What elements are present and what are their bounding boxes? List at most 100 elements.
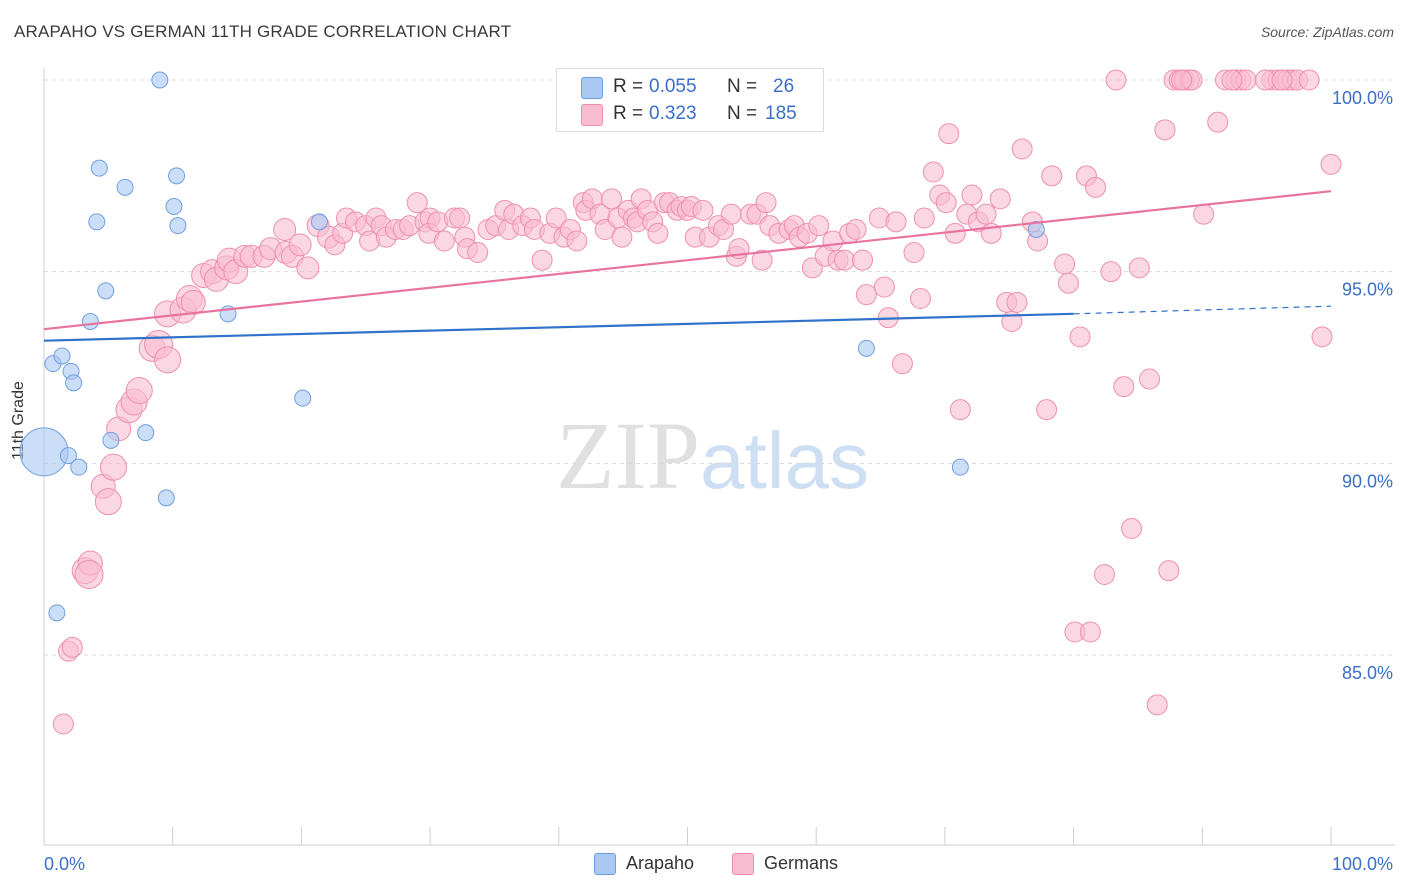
arapaho-point bbox=[48, 604, 66, 622]
germans-point bbox=[885, 211, 907, 233]
arapaho-point bbox=[310, 213, 328, 231]
germans-point bbox=[938, 123, 960, 145]
arapaho-point bbox=[88, 213, 106, 231]
germans-point bbox=[961, 184, 983, 206]
stats-legend: R = 0.055 N = 26 R = 0.323 N = 185 bbox=[556, 68, 824, 132]
arapaho-point bbox=[81, 313, 99, 330]
germans-point bbox=[1041, 165, 1063, 187]
x-tick-label-max: 100.0% bbox=[1332, 854, 1393, 874]
germans-point bbox=[1271, 69, 1293, 91]
legend-n-label: N = bbox=[727, 103, 758, 124]
germans-point bbox=[1139, 368, 1161, 390]
legend-n-value: 185 bbox=[765, 103, 797, 124]
source-label: Source: ZipAtlas.com bbox=[1260, 24, 1394, 40]
watermark: ZIPatlas bbox=[556, 400, 869, 511]
legend-n-label: N = bbox=[727, 76, 758, 97]
germans-point bbox=[913, 207, 935, 229]
germans-point bbox=[720, 203, 742, 225]
trend-lines bbox=[43, 190, 1332, 342]
germans-point bbox=[873, 276, 895, 298]
arapaho-point bbox=[97, 282, 115, 300]
legend-n-value: 26 bbox=[773, 76, 795, 97]
germans-point bbox=[944, 222, 966, 244]
germans-point bbox=[1158, 560, 1180, 582]
bottom-legend-swatch-arapaho bbox=[594, 853, 616, 875]
germans-point bbox=[74, 560, 104, 589]
germans-point bbox=[755, 192, 777, 214]
germans-point bbox=[449, 207, 471, 229]
germans-point bbox=[1084, 176, 1106, 198]
arapaho-point bbox=[1027, 221, 1045, 238]
germans-point bbox=[1146, 694, 1168, 716]
legend-r-value: 0.323 bbox=[649, 103, 697, 124]
arapaho-point bbox=[151, 71, 169, 89]
germans-point bbox=[1105, 69, 1127, 91]
arapaho-point bbox=[137, 424, 155, 442]
germans-point bbox=[903, 242, 925, 263]
points bbox=[19, 69, 1342, 735]
germans-point bbox=[1171, 69, 1193, 91]
germans-point bbox=[1100, 261, 1122, 283]
germans-point bbox=[751, 249, 773, 271]
germans-point bbox=[296, 256, 320, 280]
arapaho-trend-line bbox=[43, 312, 1074, 342]
arapaho-point bbox=[70, 458, 88, 476]
legend-r-label: R = bbox=[613, 76, 644, 97]
tick-labels: 85.0% 90.0% 95.0% 100.0% 0.0% 100.0% bbox=[44, 88, 1393, 874]
germans-point bbox=[1193, 203, 1215, 225]
germans-point bbox=[949, 399, 971, 421]
arapaho-point bbox=[857, 339, 875, 357]
germans-point bbox=[1079, 621, 1101, 643]
arapaho-point bbox=[951, 458, 969, 476]
x-tick-label-min: 0.0% bbox=[44, 854, 85, 874]
germans-point bbox=[288, 233, 312, 257]
germans-trend-line bbox=[43, 190, 1332, 331]
germans-point bbox=[154, 346, 182, 374]
germans-point bbox=[1311, 326, 1333, 348]
arapaho-trend-extension bbox=[1073, 305, 1332, 315]
germans-point bbox=[845, 219, 867, 240]
germans-point bbox=[52, 713, 74, 735]
legend-swatch-arapaho bbox=[581, 77, 603, 99]
germans-point bbox=[1006, 291, 1028, 313]
arapaho-point bbox=[165, 198, 183, 215]
chart-title: ARAPAHO VS GERMAN 11TH GRADE CORRELATION… bbox=[14, 22, 512, 41]
watermark-atlas: atlas bbox=[700, 416, 869, 505]
germans-point bbox=[99, 453, 127, 481]
germans-point bbox=[852, 249, 874, 271]
germans-point bbox=[1154, 119, 1176, 141]
y-tick-label: 90.0% bbox=[1342, 471, 1393, 491]
y-tick-label: 85.0% bbox=[1342, 663, 1393, 683]
bottom-legend-label: Germans bbox=[764, 853, 839, 873]
legend-r-value: 0.055 bbox=[649, 76, 697, 97]
germans-point bbox=[1011, 138, 1033, 160]
germans-point bbox=[935, 192, 957, 214]
arapaho-point bbox=[19, 427, 69, 477]
arapaho-point bbox=[294, 389, 312, 407]
germans-point bbox=[545, 207, 567, 229]
bottom-legend-label: Arapaho bbox=[626, 853, 695, 873]
bottom-legend-germans: Germans bbox=[732, 852, 862, 876]
germans-point bbox=[467, 242, 489, 263]
germans-point bbox=[1121, 518, 1143, 539]
arapaho-point bbox=[59, 447, 77, 465]
germans-point bbox=[834, 249, 856, 271]
germans-point bbox=[61, 636, 83, 658]
germans-point bbox=[433, 230, 455, 252]
germans-point bbox=[855, 284, 877, 306]
arapaho-point bbox=[157, 489, 175, 507]
germans-point bbox=[922, 161, 944, 183]
axes bbox=[43, 68, 1395, 846]
germans-point bbox=[989, 188, 1011, 210]
bottom-legend-swatch-germans bbox=[732, 853, 754, 875]
germans-point bbox=[891, 353, 913, 375]
arapaho-point bbox=[53, 347, 71, 365]
germans-point bbox=[975, 203, 997, 225]
germans-point bbox=[601, 188, 623, 210]
germans-point bbox=[1128, 257, 1150, 279]
y-tick-label: 100.0% bbox=[1332, 88, 1393, 108]
germans-point bbox=[1054, 253, 1076, 275]
germans-point bbox=[909, 288, 931, 309]
germans-point bbox=[273, 218, 297, 241]
germans-point bbox=[406, 192, 428, 214]
